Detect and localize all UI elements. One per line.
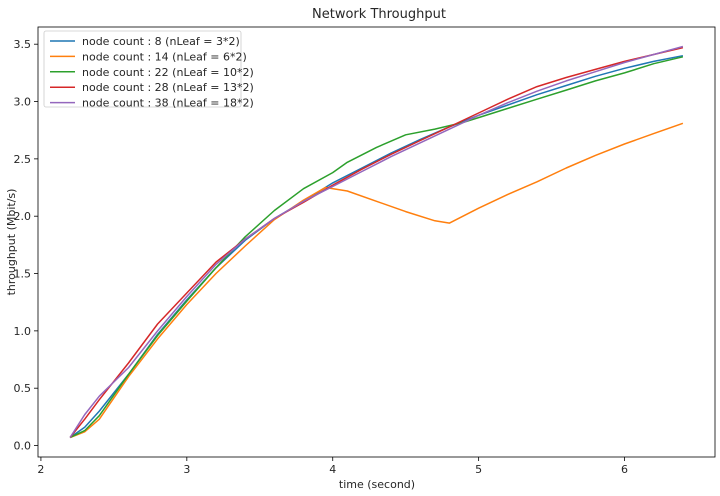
y-tick-label: 0.0 (14, 440, 32, 453)
legend-label-2: node count : 14 (nLeaf = 6*2) (82, 50, 247, 63)
x-tick-label: 6 (621, 463, 628, 476)
series-lines (69, 45, 684, 439)
plot-frame (37, 26, 716, 458)
series-line-4 (69, 46, 684, 438)
legend-label-1: node count : 8 (nLeaf = 3*2) (82, 35, 240, 48)
series-line-3 (69, 56, 684, 439)
y-tick-label: 3.5 (14, 38, 32, 51)
x-tick-label: 2 (37, 463, 44, 476)
x-axis: 2 3 4 5 6 (37, 457, 628, 476)
x-tick-label: 3 (183, 463, 190, 476)
legend-entries: node count : 8 (nLeaf = 3*2) node count :… (50, 35, 254, 110)
legend-label-3: node count : 22 (nLeaf = 10*2) (82, 66, 254, 79)
series-line-5 (69, 45, 684, 438)
y-tick-label: 3.0 (14, 96, 32, 109)
y-tick-label: 1.0 (14, 325, 32, 338)
chart-title: Network Throughput (312, 7, 446, 22)
x-tick-label: 5 (475, 463, 482, 476)
y-tick-label: 2.0 (14, 210, 32, 223)
legend-box (43, 30, 242, 108)
y-tick-label: 2.5 (14, 153, 32, 166)
y-axis-label: throughput (Mbit/s) (5, 189, 18, 296)
y-tick-label: 0.5 (14, 382, 32, 395)
legend-label-5: node count : 38 (nLeaf = 18*2) (82, 97, 254, 110)
legend-label-4: node count : 28 (nLeaf = 13*2) (82, 81, 254, 94)
x-axis-label: time (second) (339, 478, 415, 491)
series-line-1 (69, 54, 684, 439)
x-tick-label: 4 (329, 463, 336, 476)
y-axis: 0.0 0.5 1.0 1.5 2.0 2.5 3.0 3.5 (14, 38, 38, 453)
series-line-2 (69, 122, 684, 439)
legend: node count : 8 (nLeaf = 3*2) node count :… (43, 30, 254, 110)
y-tick-label: 1.5 (14, 268, 32, 281)
